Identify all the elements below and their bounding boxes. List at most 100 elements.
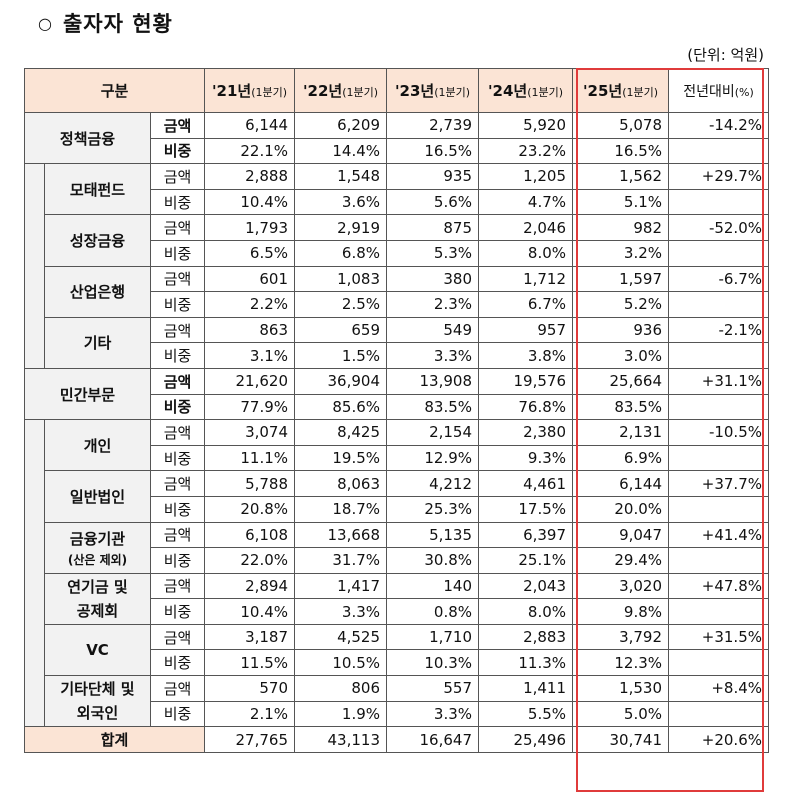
share-cell: 12.9% <box>386 444 480 472</box>
group-indent <box>24 163 45 369</box>
share-cell: 5.2% <box>572 291 670 318</box>
header-category: 구분 <box>23 68 206 113</box>
sub-share-row: 비중 11.5% 10.5% 10.3% 11.3% 12.3% <box>25 649 770 677</box>
amount-label: 금액 <box>149 316 206 344</box>
yoy-cell: +31.1% <box>668 367 770 395</box>
sub-amount-row: 일반법인 금액 5,788 8,063 4,212 4,461 6,144 +37.7% <box>25 470 770 523</box>
amount-cell: 6,209 <box>294 112 388 139</box>
share-cell: 8.0% <box>478 598 574 625</box>
page-heading: ○ 출자자 현황 <box>38 8 173 38</box>
sub-name: 기타단체 및 외국인 <box>60 680 135 723</box>
amount-cell: 2,154 <box>386 419 480 446</box>
sub-amount-row: 기타 금액 863 659 549 957 936 -2.1% <box>25 316 770 369</box>
yoy-empty-cell <box>668 393 770 421</box>
sub-amount-row: 기타단체 및 외국인 금액 570 806 557 1,411 1,530 +8.4% <box>25 675 770 728</box>
share-cell: 2.2% <box>204 291 296 318</box>
sub-name: 기타 <box>83 334 112 353</box>
amount-cell: 5,788 <box>204 470 296 497</box>
sub-amount-row: 연기금 및 공제회 금액 2,894 1,417 140 2,043 3,020 +47.8% <box>25 572 770 625</box>
share-label: 비중 <box>149 700 206 728</box>
total-row: 합계 27,765 43,113 16,647 25,496 30,741 +20.6% <box>23 726 770 753</box>
yoy-cell: +29.7% <box>668 163 770 190</box>
amount-label: 금액 <box>149 521 206 549</box>
share-cell: 0.8% <box>386 598 480 625</box>
amount-cell: 19,576 <box>478 367 574 395</box>
yoy-cell: +47.8% <box>668 572 770 600</box>
amount-cell: 5,078 <box>572 112 670 139</box>
total-cell: 25,496 <box>478 726 574 753</box>
amount-cell: 4,212 <box>386 470 480 497</box>
sub-name-cell: 기타 <box>44 316 151 369</box>
header-year-suffix: (1분기) <box>434 86 471 99</box>
share-cell: 25.1% <box>478 547 574 574</box>
total-cell: 27,765 <box>204 726 296 753</box>
amount-label: 금액 <box>149 470 206 497</box>
amount-cell: 2,739 <box>386 112 480 139</box>
amount-cell: 3,020 <box>572 572 670 600</box>
share-cell: 22.1% <box>204 137 296 165</box>
share-cell: 5.3% <box>386 239 480 267</box>
amount-cell: 2,888 <box>204 163 296 190</box>
share-cell: 3.1% <box>204 342 296 369</box>
share-cell: 19.5% <box>294 444 388 472</box>
amount-cell: 935 <box>386 163 480 190</box>
amount-cell: 1,417 <box>294 572 388 600</box>
share-cell: 17.5% <box>478 495 574 523</box>
sub-name-cell: 기타단체 및 외국인 <box>44 675 151 728</box>
sub-amount-row: 산업은행 금액 601 1,083 380 1,712 1,597 -6.7% <box>25 265 770 318</box>
amount-cell: 140 <box>386 572 480 600</box>
investor-table: 구분 '21년(1분기) '22년(1분기) '23년(1분기) '24년(1분… <box>23 68 770 753</box>
share-cell: 1.5% <box>294 342 388 369</box>
share-label: 비중 <box>149 188 206 216</box>
share-label: 비중 <box>149 598 206 625</box>
share-cell: 12.3% <box>572 649 670 677</box>
amount-label: 금액 <box>149 367 206 395</box>
amount-cell: 1,411 <box>478 675 574 702</box>
amount-cell: 2,919 <box>294 214 388 241</box>
share-cell: 1.9% <box>294 700 388 728</box>
amount-cell: 36,904 <box>294 367 388 395</box>
sub-name: 모태펀드 <box>69 180 126 199</box>
header-year: '25년(1분기) <box>572 68 670 113</box>
yoy-empty-cell <box>668 137 770 165</box>
amount-cell: 2,043 <box>478 572 574 600</box>
yoy-cell: -52.0% <box>668 214 770 241</box>
share-cell: 18.7% <box>294 495 388 523</box>
header-year-suffix: (1분기) <box>527 86 564 99</box>
heading-text: 출자자 현황 <box>62 12 173 36</box>
amount-label: 금액 <box>149 265 206 293</box>
yoy-cell: -2.1% <box>668 316 770 344</box>
sub-share-row: 비중 2.2% 2.5% 2.3% 6.7% 5.2% <box>25 291 770 318</box>
share-cell: 3.2% <box>572 239 670 267</box>
amount-label: 금액 <box>149 623 206 651</box>
amount-cell: 6,108 <box>204 521 296 549</box>
yoy-empty-cell <box>668 598 770 625</box>
sub-share-row: 비중 20.8% 18.7% 25.3% 17.5% 20.0% <box>25 495 770 523</box>
amount-cell: 1,710 <box>386 623 480 651</box>
header-yoy: 전년대비(%) <box>668 68 770 113</box>
yoy-empty-cell <box>668 547 770 574</box>
yoy-cell: +31.5% <box>668 623 770 651</box>
header-year: '23년(1분기) <box>386 68 480 113</box>
yoy-empty-cell <box>668 188 770 216</box>
amount-cell: 8,425 <box>294 419 388 446</box>
total-label: 합계 <box>23 726 206 753</box>
sub-share-row: 비중 3.1% 1.5% 3.3% 3.8% 3.0% <box>25 342 770 369</box>
amount-cell: 6,144 <box>204 112 296 139</box>
yoy-empty-cell <box>668 342 770 369</box>
share-label: 비중 <box>149 342 206 369</box>
header-year-suffix: (1분기) <box>342 86 379 99</box>
share-label: 비중 <box>149 137 206 165</box>
total-cell: 43,113 <box>294 726 388 753</box>
header-year: '24년(1분기) <box>478 68 574 113</box>
share-cell: 85.6% <box>294 393 388 421</box>
share-cell: 3.8% <box>478 342 574 369</box>
amount-label: 금액 <box>149 419 206 446</box>
share-cell: 3.3% <box>386 342 480 369</box>
yoy-cell: +41.4% <box>668 521 770 549</box>
share-cell: 3.3% <box>294 598 388 625</box>
header-year: '21년(1분기) <box>204 68 296 113</box>
amount-label: 금액 <box>149 675 206 702</box>
amount-cell: 2,046 <box>478 214 574 241</box>
group-amount-row: 정책금융 금액 6,144 6,209 2,739 5,920 5,078 -14.2% <box>24 111 770 165</box>
